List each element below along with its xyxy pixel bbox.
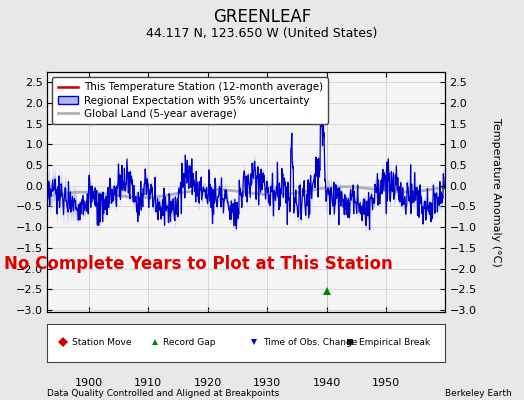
Text: 1920: 1920 bbox=[193, 378, 222, 388]
Text: Station Move: Station Move bbox=[72, 338, 132, 347]
Text: 1910: 1910 bbox=[134, 378, 162, 388]
Text: GREENLEAF: GREENLEAF bbox=[213, 8, 311, 26]
Text: Record Gap: Record Gap bbox=[163, 338, 216, 347]
Text: Berkeley Earth: Berkeley Earth bbox=[445, 389, 512, 398]
Text: 1950: 1950 bbox=[372, 378, 400, 388]
Legend: This Temperature Station (12-month average), Regional Expectation with 95% uncer: This Temperature Station (12-month avera… bbox=[52, 77, 328, 124]
Text: 44.117 N, 123.650 W (United States): 44.117 N, 123.650 W (United States) bbox=[146, 27, 378, 40]
Y-axis label: Temperature Anomaly (°C): Temperature Anomaly (°C) bbox=[490, 118, 500, 266]
Text: No Complete Years to Plot at This Station: No Complete Years to Plot at This Statio… bbox=[4, 255, 393, 273]
Text: 1930: 1930 bbox=[253, 378, 281, 388]
Text: 1900: 1900 bbox=[75, 378, 103, 388]
Text: 1940: 1940 bbox=[312, 378, 341, 388]
Text: Data Quality Controlled and Aligned at Breakpoints: Data Quality Controlled and Aligned at B… bbox=[47, 389, 279, 398]
Text: Empirical Break: Empirical Break bbox=[358, 338, 430, 347]
Text: Time of Obs. Change: Time of Obs. Change bbox=[263, 338, 357, 347]
